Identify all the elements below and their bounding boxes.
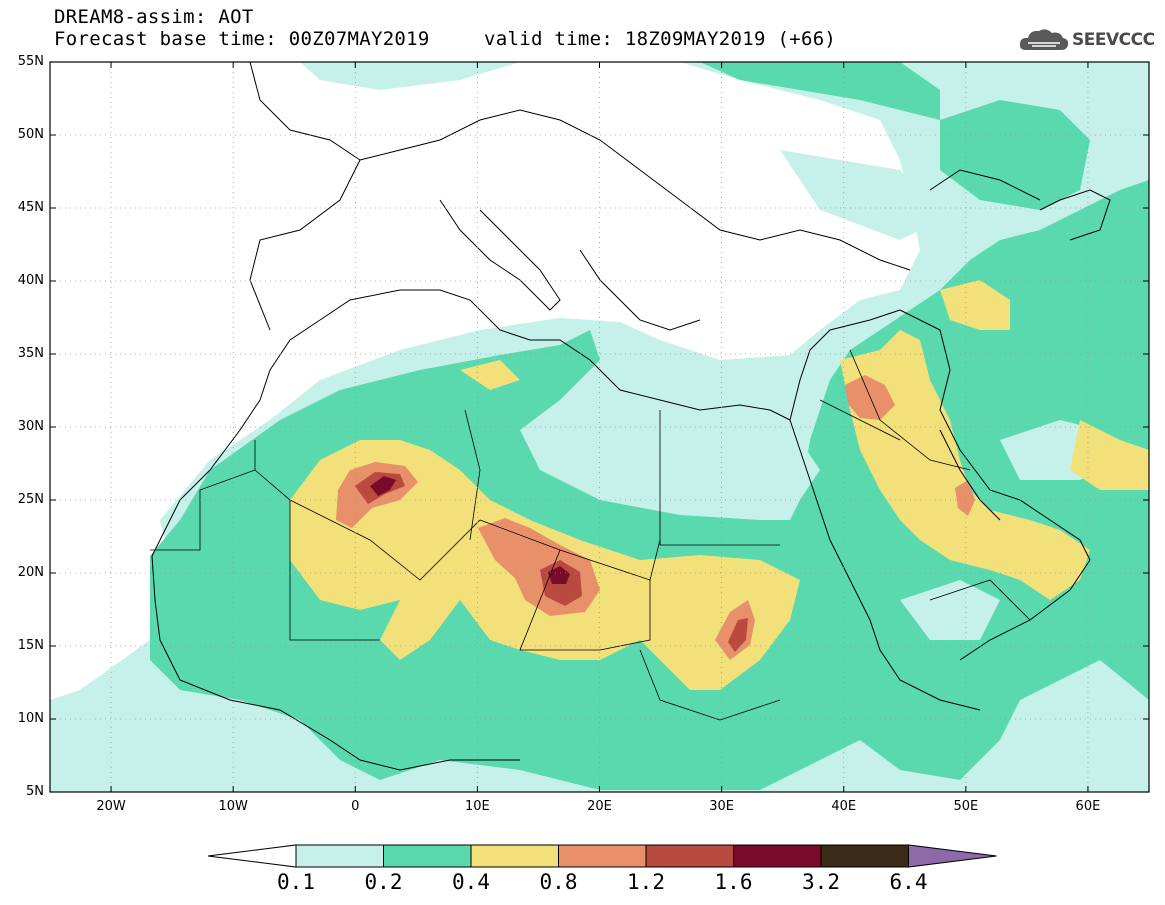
colorbar xyxy=(207,844,997,868)
lat-tick-label: 35N xyxy=(17,346,44,361)
lat-tick-label: 20N xyxy=(17,565,44,580)
colorbar-swatch xyxy=(295,844,384,868)
colorbar-swatch xyxy=(383,844,472,868)
lat-tick-label: 25N xyxy=(17,492,44,507)
aot-band-0.1 xyxy=(900,580,1000,640)
lat-tick-label: 15N xyxy=(17,638,44,653)
aot-band-0.1 xyxy=(540,400,820,510)
colorbar-label: 3.2 xyxy=(802,870,840,894)
colorbar-label: 6.4 xyxy=(889,870,928,894)
lon-tick-label: 40E xyxy=(831,799,857,814)
aot-band-1.6 xyxy=(548,566,570,584)
lon-tick-label: 20W xyxy=(96,799,126,814)
aot-band-0.4 xyxy=(460,360,520,390)
colorbar-swatch xyxy=(733,844,822,868)
lat-lon-grid xyxy=(50,62,1149,792)
colorbar-swatch xyxy=(470,844,559,868)
lat-tick-label: 50N xyxy=(17,127,44,142)
colorbar-swatch xyxy=(820,844,909,868)
forecast-base-time: Forecast base time: 00Z07MAY2019 xyxy=(54,28,430,50)
colorbar-under-arrow xyxy=(207,844,297,868)
lat-tick-label: 45N xyxy=(17,200,44,215)
colorbar-swatch xyxy=(558,844,647,868)
lon-tick-label: 10W xyxy=(218,799,248,814)
lat-tick-label: 5N xyxy=(26,784,44,799)
colorbar-label: 0.8 xyxy=(539,870,578,894)
lon-tick-label: 50E xyxy=(953,799,979,814)
aot-band-1.2 xyxy=(728,618,748,652)
seevccc-logo: SEEVCCC xyxy=(1018,26,1155,54)
lon-tick-label: 60E xyxy=(1075,799,1101,814)
lat-tick-label: 40N xyxy=(17,273,44,288)
map-title: DREAM8-assim: AOT xyxy=(54,6,254,28)
country-borders xyxy=(150,349,1031,721)
lon-tick-label: 30E xyxy=(709,799,734,814)
aot-band-0.4 xyxy=(840,330,1090,600)
colorbar-label: 1.2 xyxy=(627,870,665,894)
lat-tick-label: 30N xyxy=(17,419,44,434)
cloud-icon xyxy=(1019,29,1069,50)
colorbar-over-arrow xyxy=(908,844,997,868)
colorbar-label: 0.4 xyxy=(452,870,490,894)
lon-tick-label: 10E xyxy=(464,799,490,814)
colorbar-label: 0.2 xyxy=(364,870,403,894)
aot-band-1.6 xyxy=(370,476,396,496)
axis-ticks xyxy=(50,61,1149,793)
aot-band-0.8 xyxy=(955,480,975,516)
lon-tick-label: 0 xyxy=(351,799,360,814)
aot-band-0.2 xyxy=(940,100,1090,210)
lon-tick-label: 20E xyxy=(587,799,612,814)
aot-band-0.2 xyxy=(700,62,940,120)
colorbar-label: 1.6 xyxy=(714,870,753,894)
aot-band-0.1 xyxy=(780,150,940,240)
coastlines xyxy=(151,62,1111,771)
logo-text: SEEVCCC xyxy=(1072,30,1155,50)
lat-tick-label: 55N xyxy=(17,54,44,69)
colorbar-swatch xyxy=(645,844,734,868)
lat-tick-label: 10N xyxy=(17,711,44,726)
aot-band-0.4 xyxy=(1070,420,1149,490)
aot-band-0.4 xyxy=(940,280,1010,330)
valid-time: valid time: 18Z09MAY2019 (+66) xyxy=(484,28,837,50)
colorbar-label: 0.1 xyxy=(277,870,315,894)
